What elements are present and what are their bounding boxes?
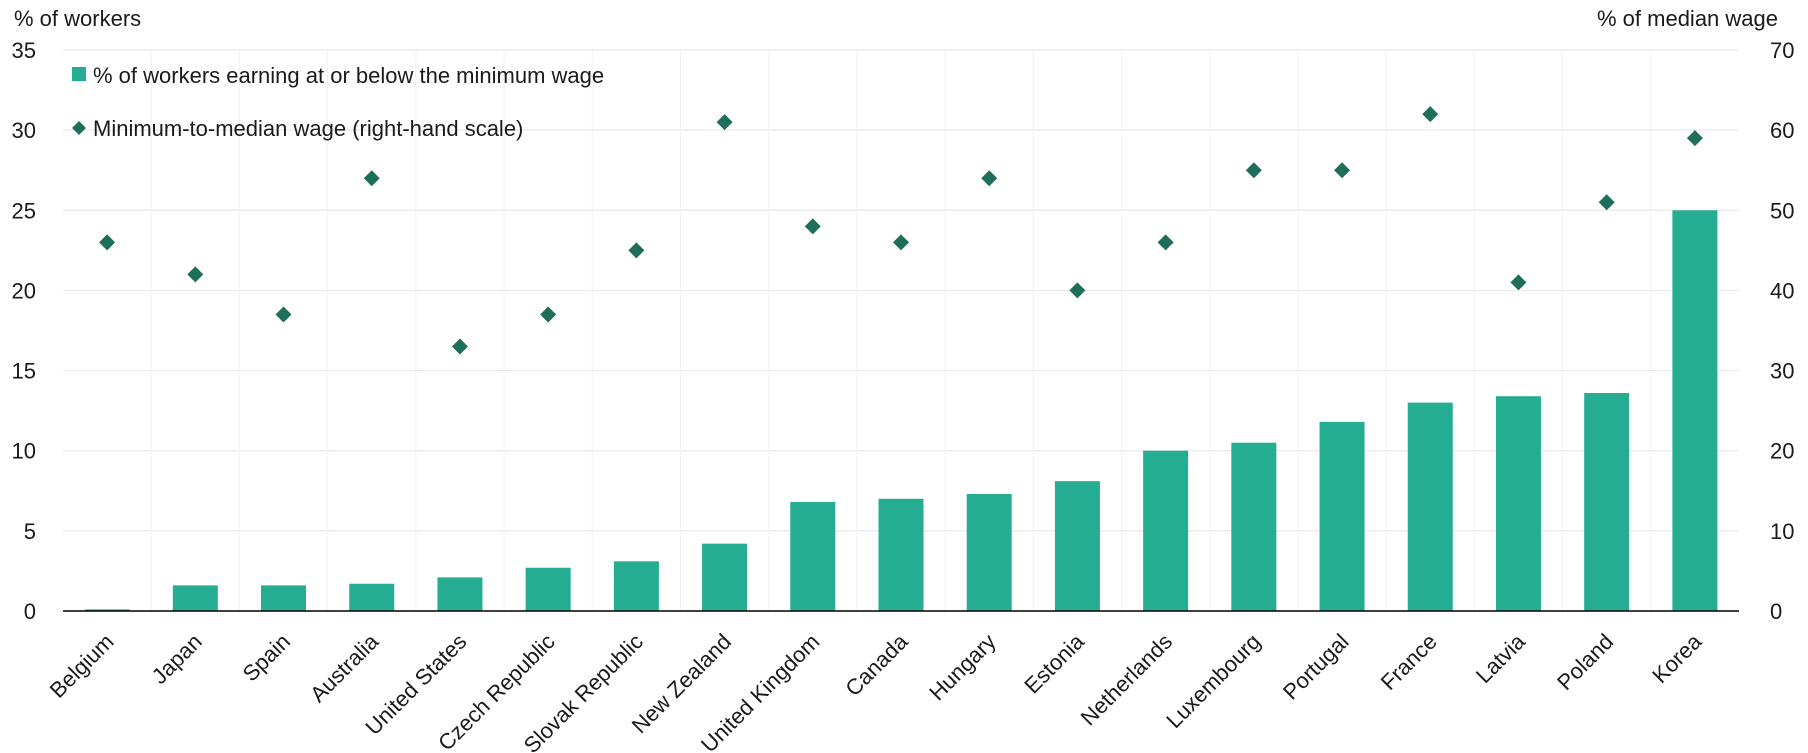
marker-poland (1598, 194, 1615, 211)
x-tick-label: Canada (840, 628, 913, 701)
bar-latvia (1495, 396, 1541, 611)
bar-japan (172, 585, 218, 611)
marker-luxembourg (1245, 162, 1262, 179)
bar-australia (349, 583, 395, 611)
right-tick-label: 70 (1770, 38, 1794, 63)
left-axis-title: % of workers (14, 6, 141, 31)
marker-australia (363, 170, 380, 187)
bar-united-kingdom (790, 502, 836, 611)
marker-portugal (1334, 162, 1351, 179)
left-tick-label: 25 (12, 198, 36, 223)
x-tick-label: Estonia (1019, 628, 1089, 698)
legend-diamond-swatch (72, 121, 86, 135)
marker-japan (187, 266, 204, 283)
bar-canada (878, 498, 924, 611)
x-tick-label: Australia (305, 628, 384, 707)
x-tick-label: Luxembourg (1161, 629, 1265, 733)
legend-bar-label: % of workers earning at or below the min… (93, 63, 604, 88)
x-tick-label: France (1376, 629, 1442, 695)
x-tick-label: Hungary (924, 629, 1000, 705)
diamond-series (99, 106, 1703, 355)
left-tick-label: 15 (12, 359, 36, 384)
marker-latvia (1510, 274, 1527, 291)
right-tick-label: 60 (1770, 118, 1794, 143)
marker-korea (1686, 130, 1703, 147)
marker-netherlands (1157, 234, 1174, 251)
left-tick-label: 30 (12, 118, 36, 143)
bar-portugal (1319, 421, 1365, 611)
bar-czech-republic (525, 567, 571, 611)
x-tick-label: Portugal (1278, 629, 1354, 705)
left-tick-label: 35 (12, 38, 36, 63)
right-tick-label: 20 (1770, 439, 1794, 464)
left-tick-label: 10 (12, 439, 36, 464)
x-tick-label: Korea (1647, 628, 1707, 688)
bar-slovak-republic (613, 561, 659, 611)
right-tick-label: 10 (1770, 519, 1794, 544)
gridlines (63, 49, 1739, 611)
marker-united-kingdom (804, 218, 821, 235)
bar-luxembourg (1231, 442, 1277, 611)
right-axis-ticks: 0 10 20 30 40 50 60 70 (1770, 38, 1794, 624)
left-axis-ticks: 0 5 10 15 20 25 30 35 (12, 38, 36, 624)
left-tick-label: 20 (12, 278, 36, 303)
x-tick-label: Spain (238, 629, 295, 686)
bar-estonia (1054, 481, 1100, 611)
bar-hungary (966, 493, 1012, 611)
right-tick-label: 0 (1770, 599, 1782, 624)
x-tick-label: Latvia (1471, 628, 1531, 688)
bar-series (84, 210, 1718, 612)
bar-netherlands (1143, 450, 1189, 611)
bar-poland (1584, 393, 1630, 611)
marker-united-states (451, 338, 468, 355)
left-tick-label: 5 (24, 519, 36, 544)
bar-korea (1672, 210, 1718, 612)
bar-france (1407, 402, 1453, 611)
legend-bar-swatch (72, 67, 86, 81)
bar-united-states (437, 577, 483, 611)
marker-canada (893, 234, 909, 251)
marker-new-zealand (716, 114, 733, 131)
x-tick-label: Poland (1552, 629, 1618, 695)
x-tick-label: Japan (147, 629, 207, 689)
right-axis-title: % of median wage (1597, 6, 1778, 31)
marker-france (1422, 106, 1439, 123)
marker-estonia (1069, 282, 1086, 299)
marker-spain (275, 306, 292, 323)
marker-hungary (981, 170, 998, 187)
legend-diamond-label: Minimum-to-median wage (right-hand scale… (93, 116, 523, 141)
right-tick-label: 50 (1770, 198, 1794, 223)
marker-czech-republic (540, 306, 557, 323)
left-tick-label: 0 (24, 599, 36, 624)
marker-slovak-republic (628, 242, 645, 259)
legend: % of workers earning at or below the min… (72, 63, 604, 141)
bar-belgium (84, 609, 130, 611)
bar-spain (261, 585, 307, 611)
right-tick-label: 30 (1770, 359, 1794, 384)
marker-belgium (99, 234, 116, 251)
bar-new-zealand (702, 543, 748, 611)
right-tick-label: 40 (1770, 278, 1794, 303)
x-tick-label: Belgium (45, 629, 119, 703)
